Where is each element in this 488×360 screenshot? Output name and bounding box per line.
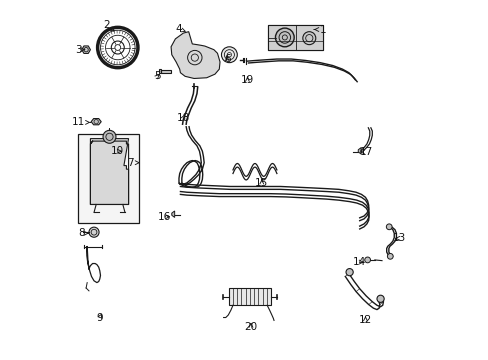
Text: 13: 13 [392, 233, 405, 243]
Text: 17: 17 [359, 147, 372, 157]
Circle shape [275, 28, 294, 47]
Polygon shape [81, 46, 90, 53]
Circle shape [103, 130, 116, 143]
Text: 10: 10 [111, 146, 124, 156]
Text: 9: 9 [96, 312, 103, 323]
Polygon shape [267, 25, 322, 50]
Circle shape [346, 269, 352, 276]
Text: 4: 4 [175, 24, 185, 34]
Text: 15: 15 [255, 178, 268, 188]
Text: 8: 8 [78, 228, 88, 238]
Text: 11: 11 [71, 117, 90, 127]
Text: 16: 16 [158, 212, 171, 222]
Polygon shape [91, 118, 101, 125]
Circle shape [386, 253, 392, 259]
Polygon shape [159, 69, 161, 73]
Text: 7: 7 [126, 158, 139, 168]
Circle shape [376, 295, 384, 302]
Circle shape [221, 47, 237, 63]
Bar [229, 288, 270, 305]
Polygon shape [171, 211, 174, 217]
Circle shape [302, 32, 315, 45]
Circle shape [386, 224, 391, 230]
Text: 1: 1 [313, 24, 325, 35]
Text: 12: 12 [358, 315, 371, 325]
Polygon shape [358, 148, 361, 154]
Bar [267, 25, 322, 50]
Polygon shape [90, 139, 128, 204]
Text: 19: 19 [240, 75, 253, 85]
Text: 20: 20 [244, 322, 257, 332]
Polygon shape [171, 32, 220, 78]
Text: 5: 5 [154, 71, 161, 81]
Text: 2: 2 [103, 20, 114, 31]
Text: 14: 14 [352, 257, 366, 267]
Text: 6: 6 [224, 54, 230, 64]
Circle shape [89, 227, 99, 237]
Polygon shape [161, 70, 170, 73]
Text: 18: 18 [176, 113, 189, 123]
Circle shape [364, 257, 370, 263]
Bar [78, 134, 139, 223]
Text: 3: 3 [75, 45, 84, 55]
